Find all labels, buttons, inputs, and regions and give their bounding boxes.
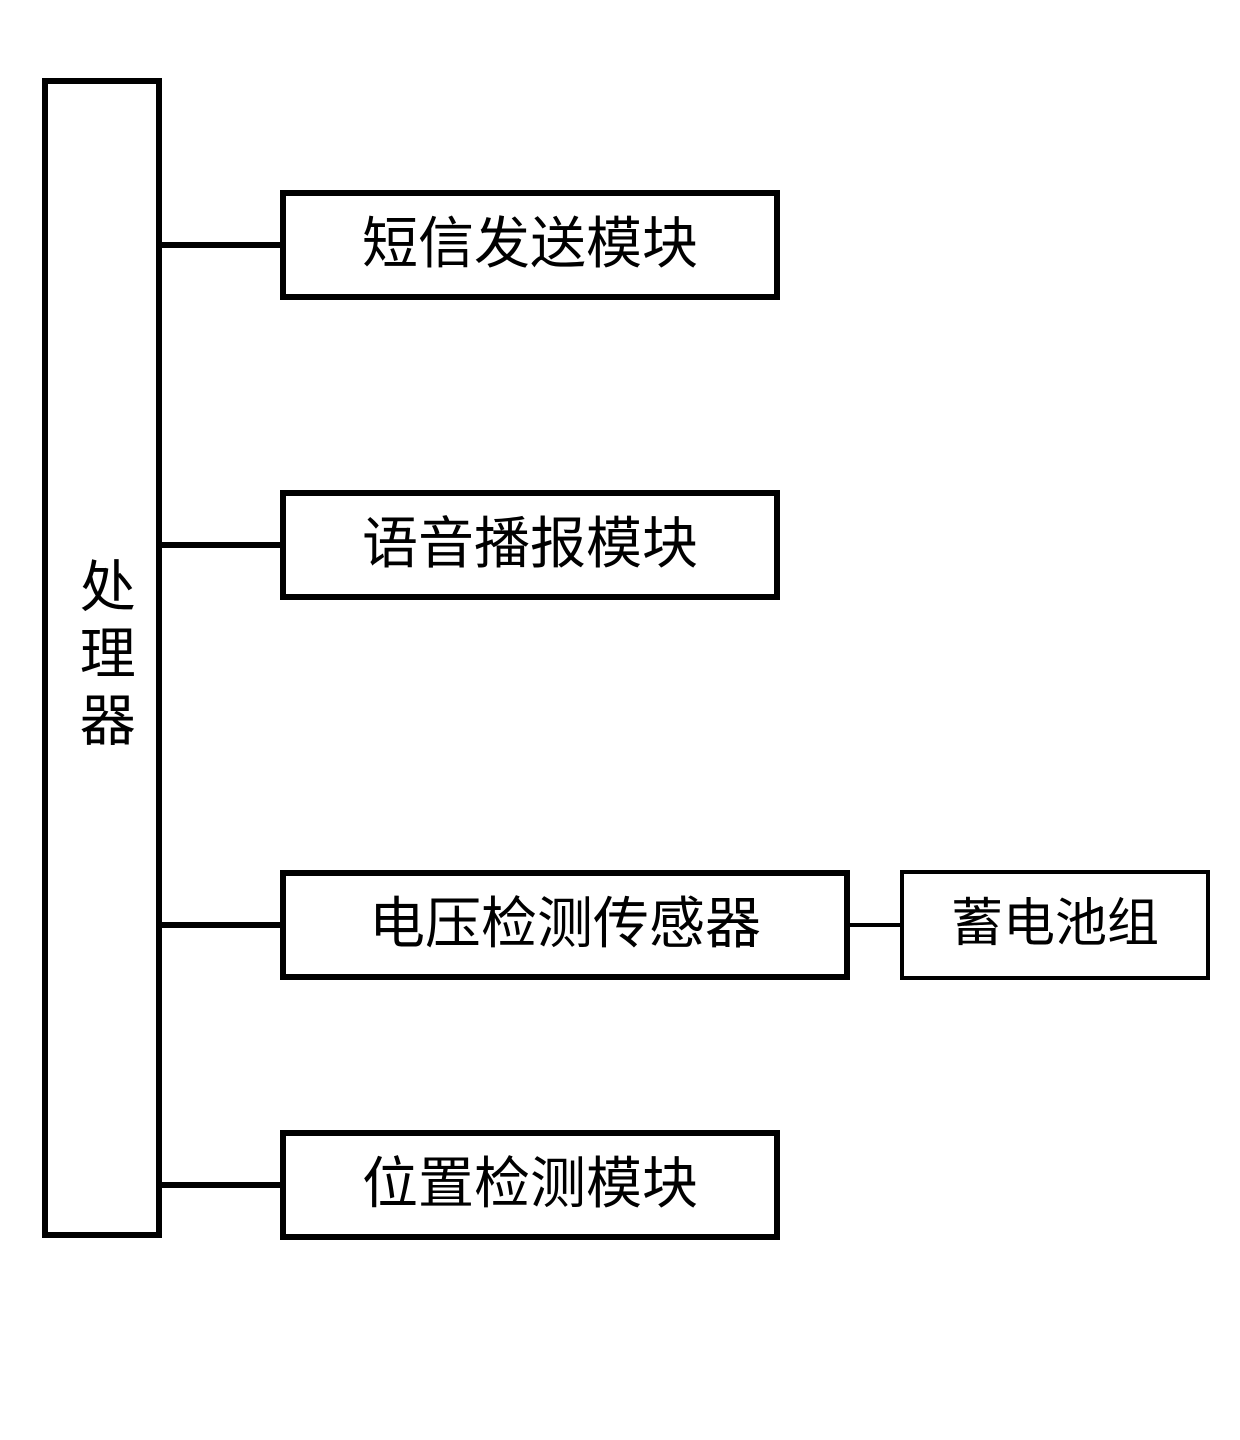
node-voice-module: 语音播报模块: [280, 490, 780, 600]
node-battery-pack: 蓄电池组: [900, 870, 1210, 980]
node-voltage-sensor: 电压检测传感器: [280, 870, 850, 980]
node-processor-label: 处理器: [70, 557, 134, 759]
diagram-canvas: 处理器 短信发送模块 语音播报模块 电压检测传感器 蓄电池组 位置检测模块: [0, 0, 1240, 1440]
node-voice-label: 语音播报模块: [362, 513, 698, 577]
node-battery-label: 蓄电池组: [951, 895, 1159, 955]
node-position-label: 位置检测模块: [362, 1153, 698, 1217]
node-sms-module: 短信发送模块: [280, 190, 780, 300]
node-processor: 处理器: [42, 78, 162, 1238]
node-position-module: 位置检测模块: [280, 1130, 780, 1240]
node-sms-label: 短信发送模块: [362, 213, 698, 277]
node-voltage-label: 电压检测传感器: [369, 893, 761, 957]
